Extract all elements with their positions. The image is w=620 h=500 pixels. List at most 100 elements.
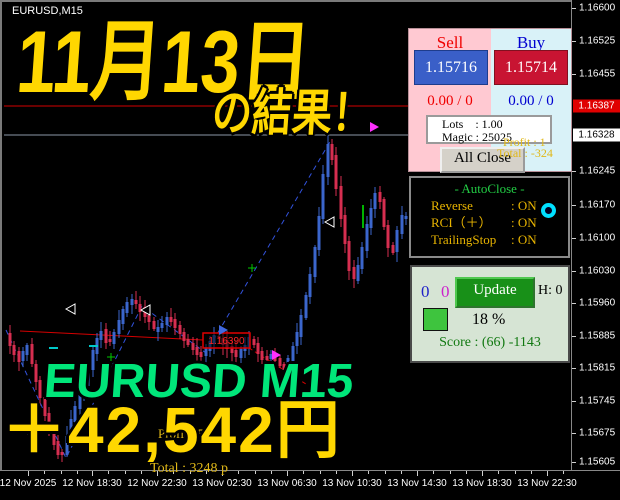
time-axis-tick [352,471,353,476]
time-axis-minor-tick [44,471,45,474]
reverse-toggle-button[interactable] [541,203,556,218]
time-axis-minor-tick [141,471,142,474]
time-axis-label: 12 Nov 2025 [0,478,57,489]
time-axis-minor-tick [498,471,499,474]
svg-text:1.16390: 1.16390 [208,336,245,347]
time-axis-label: 13 Nov 14:30 [387,478,447,489]
price-axis-label: 1.15815 [579,362,616,374]
overlay-profit-big: ＋42,542円 [2,394,342,466]
percent-value: 18 % [472,311,506,328]
trade-price-label-box: 1.16390 [202,332,251,349]
buy-price-button[interactable]: 1.15714 [494,50,568,85]
price-axis-label: 1.16100 [579,232,616,244]
autoclose-row-reverse: Reverse : ON [411,197,568,214]
price-axis-label: 1.15885 [579,330,616,342]
price-axis-label: 1.16030 [579,265,616,277]
price-axis-tick [572,401,576,402]
count-blue: 0 [421,282,430,301]
price-axis: 1.16600 1.16525 1.16455 1.16245 1.16170 1.161… [571,0,620,470]
time-axis-minor-tick [450,471,451,474]
price-axis-label: 1.15605 [579,456,616,468]
price-axis-label: 1.16455 [579,68,616,80]
price-axis-tick [572,74,576,75]
all-close-button[interactable]: All Close [440,147,525,173]
time-axis-minor-tick [563,471,564,474]
price-axis-tick [572,205,576,206]
update-button[interactable]: Update [455,277,535,308]
time-axis-minor-tick [190,471,191,474]
signal-arrow-magenta [288,363,297,373]
time-axis-tick [92,471,93,476]
price-axis-tick [572,303,576,304]
time-axis-tick [157,471,158,476]
time-axis-minor-tick [173,471,174,474]
count-magenta: 0 [441,282,450,301]
time-axis-minor-tick [271,471,272,474]
time-axis-tick [482,471,483,476]
zigzag-arrow-marker [139,304,151,316]
time-axis-minor-tick [401,471,402,474]
panel-total-comment: Total : -324 [497,146,553,160]
panel-profit-comment: Profit : 1 [503,135,546,149]
time-axis-minor-tick [108,471,109,474]
time-axis-minor-tick [255,471,256,474]
price-axis-label: 1.15745 [579,395,616,407]
chart-symbol-title: EURUSD,M15 [12,5,83,17]
price-axis-tick [572,171,576,172]
zigzag-arrow-marker [21,425,33,437]
time-axis-label: 12 Nov 18:30 [62,478,122,489]
sell-stat: 0.00 / 0 [427,93,473,109]
lots-magic-box: Lots : 1.00 Magic : 25025 [426,115,552,144]
time-axis-minor-tick [61,471,62,474]
time-axis-label: 13 Nov 22:30 [517,478,577,489]
total-comment: Total : 3248 p [150,461,228,476]
price-axis-tick [572,336,576,337]
sell-label: Sell [436,33,464,52]
time-axis-label: 13 Nov 06:30 [257,478,317,489]
price-axis-label: 1.16600 [579,2,616,14]
time-axis-minor-tick [515,471,516,474]
time-axis-minor-tick [466,471,467,474]
reverse-value: : ON [511,198,537,213]
time-axis-label: 13 Nov 10:30 [322,478,382,489]
time-axis-minor-tick [238,471,239,474]
buy-stat: 0.00 / 0 [508,93,554,109]
update-panel: 0 0 Update H: 0 18 % Score : (66) -1143 [410,265,570,363]
overlay-result-title: の結果！ [210,85,375,141]
progress-square [423,308,448,331]
time-axis-minor-tick [531,471,532,474]
price-axis-label: 1.16170 [579,199,616,211]
time-axis-minor-tick [77,471,78,474]
time-axis-minor-tick [385,471,386,474]
candlestick-chart[interactable]: 1.16390 [0,0,620,470]
autoclose-panel: - AutoClose - Reverse : ON RCI（＋） : ON T… [409,176,570,258]
time-axis-minor-tick [125,471,126,474]
score-value: Score : (66) -1143 [439,335,541,350]
price-axis-label: 1.16525 [579,35,616,47]
price-axis-tick [572,368,576,369]
sell-price-button[interactable]: 1.15716 [414,50,488,85]
time-axis-minor-tick [336,471,337,474]
green-cross-marker [107,353,115,361]
green-cross-marker [248,264,256,272]
time-axis-label: 13 Nov 02:30 [192,478,252,489]
reverse-label: Reverse [431,198,473,213]
price-axis-label: 1.15960 [579,297,616,309]
price-axis-tick [572,41,576,42]
time-axis-minor-tick [368,471,369,474]
trailingstop-value: : ON [511,232,537,247]
time-axis-tick [417,471,418,476]
time-axis-tick [287,471,288,476]
h-counter: H: 0 [538,283,563,298]
ask-price-box: 1.16387 [573,99,620,113]
bid-price-box: 1.16328 [573,128,620,142]
time-axis-label: 12 Nov 22:30 [127,478,187,489]
autoclose-row-trailingstop: TrailingStop : ON [411,231,568,248]
rci-value: : ON [511,215,537,230]
price-axis-tick [572,271,576,272]
autoclose-row-rci: RCI（＋） : ON [411,214,568,231]
price-axis-tick [572,462,576,463]
time-axis-label: 13 Nov 18:30 [452,478,512,489]
autoclose-title: - AutoClose - [454,181,525,196]
time-axis-tick [222,471,223,476]
